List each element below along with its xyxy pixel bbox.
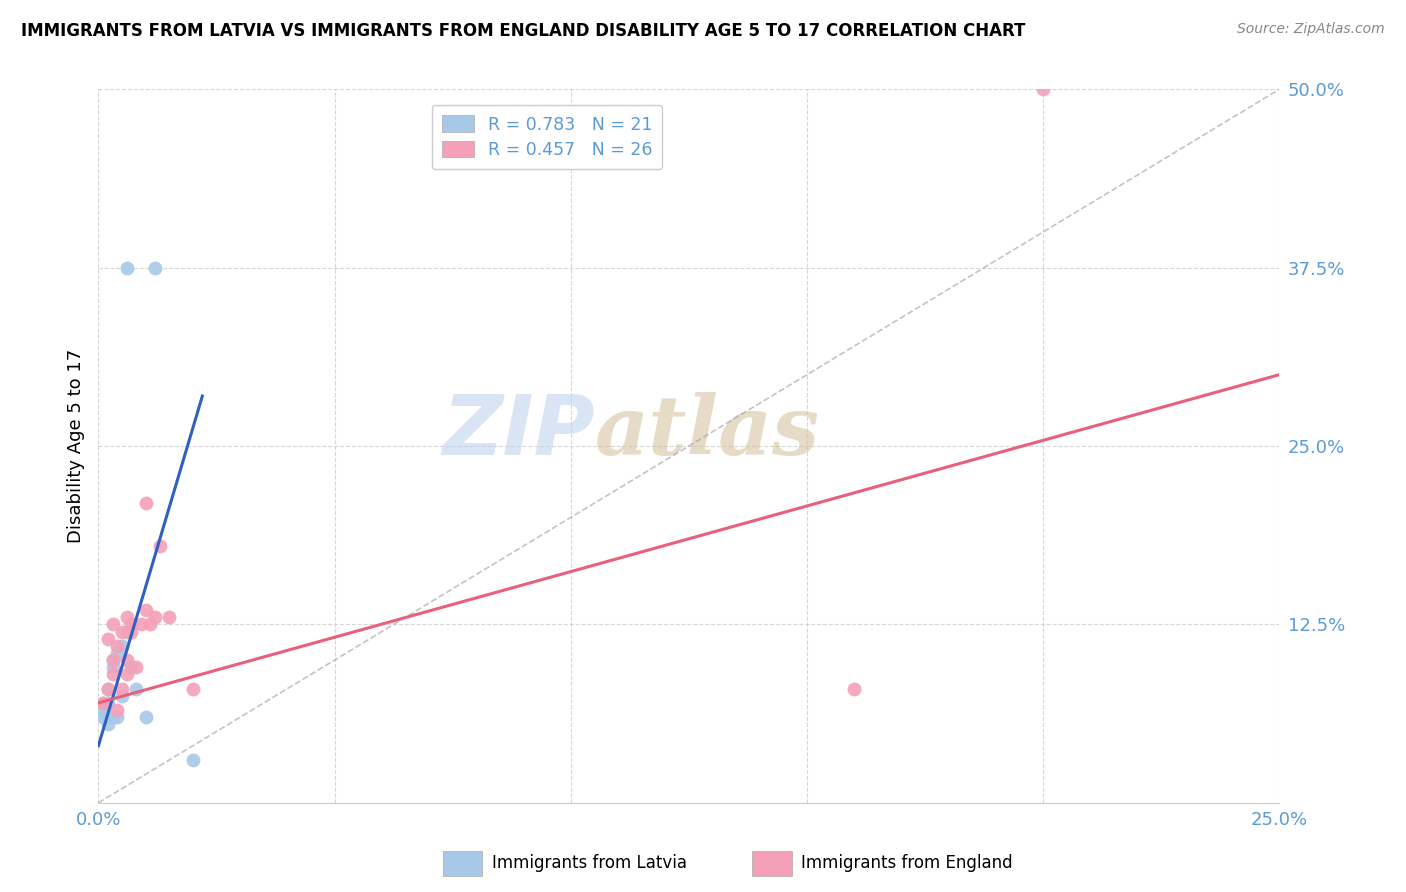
Point bbox=[111, 689, 134, 703]
Point bbox=[149, 539, 172, 553]
Point bbox=[101, 710, 124, 724]
Point bbox=[143, 260, 166, 275]
Text: Source: ZipAtlas.com: Source: ZipAtlas.com bbox=[1237, 22, 1385, 37]
Point bbox=[111, 624, 134, 639]
Point bbox=[105, 703, 128, 717]
Point bbox=[121, 660, 143, 674]
Point bbox=[91, 696, 114, 710]
Point bbox=[101, 653, 124, 667]
Point bbox=[101, 667, 124, 681]
Text: atlas: atlas bbox=[595, 392, 820, 472]
Text: Immigrants from Latvia: Immigrants from Latvia bbox=[492, 855, 688, 872]
Point bbox=[105, 646, 128, 660]
Point bbox=[105, 639, 128, 653]
Point bbox=[97, 681, 120, 696]
Point bbox=[139, 617, 162, 632]
Point bbox=[97, 632, 120, 646]
Text: Immigrants from England: Immigrants from England bbox=[801, 855, 1014, 872]
Point bbox=[105, 710, 128, 724]
Point bbox=[101, 653, 124, 667]
Point bbox=[91, 703, 114, 717]
Point bbox=[101, 617, 124, 632]
Point bbox=[135, 603, 157, 617]
Point bbox=[111, 639, 134, 653]
Point bbox=[115, 260, 138, 275]
Point bbox=[181, 681, 204, 696]
Point bbox=[97, 717, 120, 731]
Point bbox=[135, 710, 157, 724]
Point bbox=[129, 617, 152, 632]
Point bbox=[157, 610, 180, 624]
Point bbox=[115, 667, 138, 681]
Point bbox=[97, 696, 120, 710]
Point bbox=[121, 624, 143, 639]
Point bbox=[1032, 82, 1054, 96]
Point bbox=[135, 496, 157, 510]
Point bbox=[143, 610, 166, 624]
Point bbox=[125, 681, 148, 696]
Point bbox=[91, 696, 114, 710]
Point bbox=[97, 710, 120, 724]
Text: ZIP: ZIP bbox=[441, 392, 595, 472]
Point bbox=[121, 617, 143, 632]
Point bbox=[97, 681, 120, 696]
Point bbox=[91, 710, 114, 724]
Point bbox=[115, 610, 138, 624]
Y-axis label: Disability Age 5 to 17: Disability Age 5 to 17 bbox=[66, 349, 84, 543]
Point bbox=[181, 753, 204, 767]
Point bbox=[125, 660, 148, 674]
Point bbox=[844, 681, 866, 696]
Legend: R = 0.783   N = 21, R = 0.457   N = 26: R = 0.783 N = 21, R = 0.457 N = 26 bbox=[432, 105, 662, 169]
Text: IMMIGRANTS FROM LATVIA VS IMMIGRANTS FROM ENGLAND DISABILITY AGE 5 TO 17 CORRELA: IMMIGRANTS FROM LATVIA VS IMMIGRANTS FRO… bbox=[21, 22, 1025, 40]
Point bbox=[101, 660, 124, 674]
Point bbox=[115, 624, 138, 639]
Point bbox=[111, 681, 134, 696]
Point bbox=[115, 653, 138, 667]
